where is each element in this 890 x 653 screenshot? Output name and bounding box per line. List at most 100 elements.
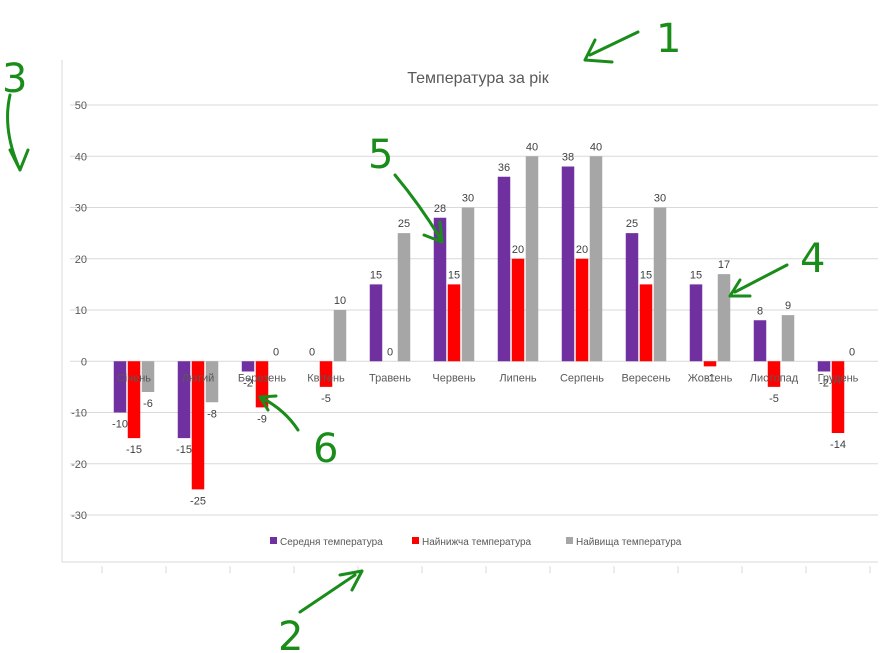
x-tick-label: Червень bbox=[432, 372, 475, 384]
x-tick-label: Вересень bbox=[621, 372, 670, 384]
data-label: -25 bbox=[190, 495, 206, 507]
y-tick-label: 0 bbox=[81, 356, 87, 368]
bars bbox=[113, 156, 845, 490]
bar bbox=[589, 156, 603, 362]
data-label: -8 bbox=[207, 408, 217, 420]
annotation-arrow-1 bbox=[583, 30, 640, 64]
y-tick-label: -10 bbox=[71, 408, 87, 420]
legend-label: Середня температура bbox=[280, 537, 383, 548]
x-axis bbox=[61, 60, 878, 574]
data-label: -14 bbox=[830, 439, 846, 451]
bar bbox=[525, 156, 539, 362]
data-label: 15 bbox=[690, 269, 702, 281]
legend-swatch bbox=[566, 537, 573, 544]
bar bbox=[689, 284, 703, 362]
legend: Середня температура Найнижча температура Н… bbox=[270, 537, 682, 548]
legend-label: Найвища температура bbox=[576, 537, 682, 548]
y-tick-label: 10 bbox=[75, 305, 87, 317]
annotation-label-3: 3 bbox=[2, 56, 27, 102]
bar bbox=[369, 284, 383, 362]
bar bbox=[767, 361, 781, 387]
x-tick-label: Жовтень bbox=[688, 372, 733, 384]
data-label: 25 bbox=[398, 218, 410, 230]
bar bbox=[127, 361, 141, 439]
x-tick-label: Листопад bbox=[750, 372, 799, 384]
chart-title: Температура за рік bbox=[407, 70, 549, 87]
bar bbox=[113, 361, 127, 413]
x-tick-label: Січень bbox=[117, 372, 151, 384]
bar bbox=[781, 315, 795, 362]
data-label: 40 bbox=[526, 141, 538, 153]
bar bbox=[141, 361, 155, 392]
bar bbox=[241, 361, 255, 372]
data-label: -5 bbox=[321, 393, 331, 405]
data-label: 9 bbox=[785, 300, 791, 312]
data-label: 38 bbox=[562, 152, 574, 164]
x-tick-label: Серпень bbox=[560, 372, 604, 384]
y-tick-label: -20 bbox=[71, 459, 87, 471]
data-label: -6 bbox=[143, 398, 153, 410]
legend-label: Найнижча температура bbox=[422, 537, 532, 548]
bar bbox=[191, 361, 205, 490]
data-label: 36 bbox=[498, 162, 510, 174]
x-tick-label: Травень bbox=[369, 372, 411, 384]
bar bbox=[511, 258, 525, 362]
annotations bbox=[6, 30, 789, 614]
data-label: 20 bbox=[512, 244, 524, 256]
data-label: -10 bbox=[112, 419, 128, 431]
bar bbox=[461, 207, 475, 362]
data-label: 0 bbox=[309, 346, 315, 358]
bar bbox=[397, 233, 411, 362]
bar bbox=[447, 284, 461, 362]
x-tick-label: Квітень bbox=[307, 372, 345, 384]
bar bbox=[333, 310, 347, 362]
data-label: 15 bbox=[640, 269, 652, 281]
bar bbox=[177, 361, 191, 439]
data-label: 15 bbox=[370, 269, 382, 281]
bar bbox=[625, 233, 639, 362]
data-label: 17 bbox=[718, 259, 730, 271]
data-label: 20 bbox=[576, 244, 588, 256]
data-label: -15 bbox=[126, 444, 142, 456]
data-label: -5 bbox=[769, 393, 779, 405]
y-tick-label: 40 bbox=[75, 151, 87, 163]
annotation-label-5: 5 bbox=[368, 132, 393, 178]
bar bbox=[575, 258, 589, 362]
x-tick-label: Липень bbox=[499, 372, 537, 384]
bar bbox=[653, 207, 667, 362]
data-label: 8 bbox=[757, 305, 763, 317]
bar bbox=[205, 361, 219, 403]
annotation-arrow-5 bbox=[393, 173, 444, 244]
data-label: -1 bbox=[705, 372, 715, 384]
bar bbox=[319, 361, 333, 387]
bar bbox=[817, 361, 831, 372]
y-tick-label: 30 bbox=[75, 203, 87, 215]
legend-swatch bbox=[412, 537, 419, 544]
x-tick-label: Березень bbox=[238, 372, 286, 384]
annotation-arrow-4 bbox=[728, 263, 789, 298]
data-label: 25 bbox=[626, 218, 638, 230]
annotation-label-6: 6 bbox=[313, 426, 338, 472]
bar bbox=[717, 274, 731, 362]
data-label: 0 bbox=[387, 346, 393, 358]
data-label: -15 bbox=[176, 444, 192, 456]
bar bbox=[561, 166, 575, 362]
y-tick-label: 20 bbox=[75, 254, 87, 266]
data-label: 40 bbox=[590, 141, 602, 153]
annotation-label-1: 1 bbox=[656, 16, 681, 62]
x-tick-label: Грудень bbox=[818, 372, 859, 384]
x-tick-label: Лютий bbox=[182, 372, 215, 384]
annotation-label-2: 2 bbox=[278, 614, 303, 653]
y-tick-label: 50 bbox=[75, 100, 87, 112]
bar bbox=[497, 176, 511, 362]
data-label: 0 bbox=[273, 346, 279, 358]
category-labels: Січень Лютий Березень Квітень Травень Червень… bbox=[117, 372, 859, 384]
bar bbox=[753, 320, 767, 362]
y-tick-label: -30 bbox=[71, 510, 87, 522]
data-label: 30 bbox=[654, 193, 666, 205]
data-label: 10 bbox=[334, 295, 346, 307]
annotation-arrow-6 bbox=[258, 394, 300, 432]
annotation-label-4: 4 bbox=[800, 236, 825, 282]
